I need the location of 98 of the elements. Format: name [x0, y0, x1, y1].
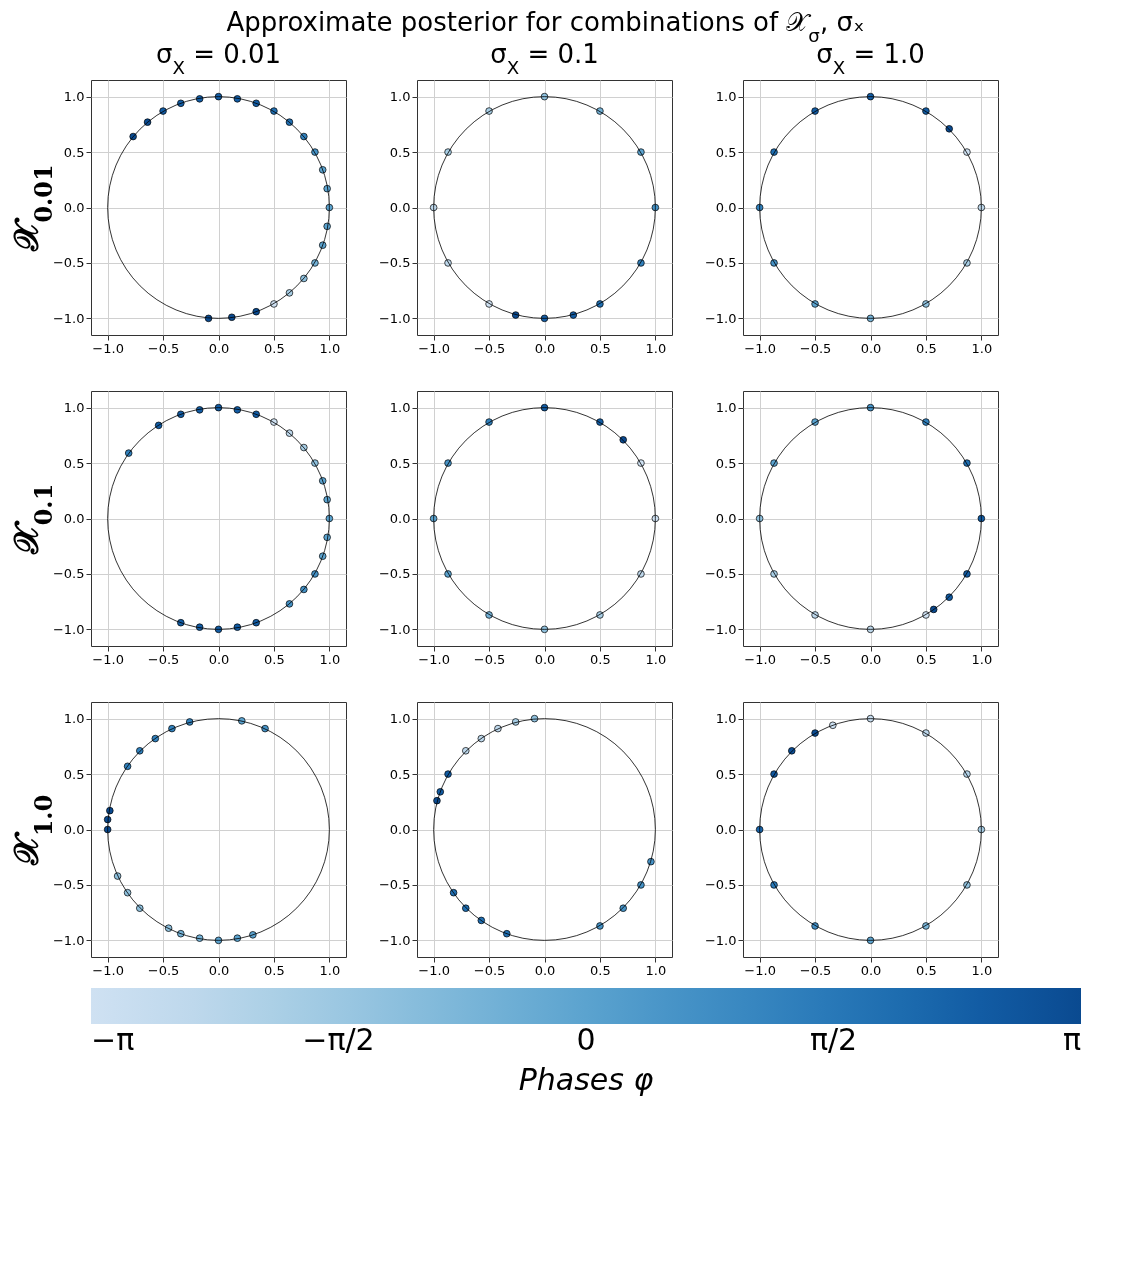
x-tick-label: 1.0 [319, 962, 341, 978]
x-tick-label: 0.0 [534, 962, 556, 978]
x-tick-label: 0.5 [264, 340, 285, 356]
x-tick-label: 0.0 [534, 651, 556, 667]
y-tick-label: −1.0 [52, 310, 85, 326]
color-bar-label: 0 [576, 1022, 596, 1057]
y-tick-label: −0.5 [704, 566, 737, 582]
y-tick-label: −1.0 [52, 932, 85, 948]
x-tick-label: 0.0 [860, 340, 882, 356]
y-tick-label: 0.0 [715, 822, 737, 837]
y-tick-label: 0.0 [389, 822, 411, 837]
x-tick-label: −1.0 [744, 651, 776, 667]
color-bar-label: −π/2 [302, 1022, 375, 1057]
y-tick-label: 0.5 [715, 766, 737, 782]
x-tick-label: −0.5 [799, 651, 832, 667]
color-bar-title: Phases φ [518, 1062, 654, 1097]
y-tick-label: 1.0 [715, 89, 737, 105]
y-tick-label: −1.0 [378, 621, 411, 637]
y-tick-label: −0.5 [52, 566, 85, 582]
x-tick-label: −0.5 [147, 651, 180, 667]
y-tick-label: 0.0 [63, 511, 85, 526]
x-tick-label: −1.0 [92, 962, 124, 978]
x-tick-label: 0.0 [208, 962, 230, 978]
x-tick-label: 0.5 [916, 651, 937, 667]
y-tick-label: −0.5 [378, 566, 411, 582]
y-tick-label: 1.0 [389, 89, 411, 105]
x-tick-label: −1.0 [92, 340, 124, 356]
y-tick-label: −0.5 [378, 255, 411, 271]
y-tick-label: 1.0 [63, 89, 85, 105]
y-tick-label: 0.0 [715, 200, 737, 215]
x-tick-label: 0.0 [208, 651, 230, 667]
x-tick-label: 0.5 [590, 340, 611, 356]
x-tick-label: 1.0 [971, 962, 993, 978]
y-tick-label: −1.0 [378, 932, 411, 948]
y-tick-label: 0.5 [63, 455, 85, 471]
y-tick-label: 0.0 [389, 511, 411, 526]
y-tick-label: 1.0 [715, 400, 737, 416]
y-tick-label: 0.0 [715, 511, 737, 526]
y-tick-label: 0.5 [715, 144, 737, 160]
y-tick-label: 0.5 [63, 766, 85, 782]
y-tick-label: 1.0 [715, 711, 737, 727]
y-tick-label: 0.5 [389, 144, 411, 160]
y-tick-label: 0.5 [389, 766, 411, 782]
y-tick-label: −1.0 [704, 310, 737, 326]
y-tick-label: 1.0 [389, 400, 411, 416]
x-tick-label: −0.5 [473, 340, 506, 356]
x-tick-label: 0.5 [264, 962, 285, 978]
x-tick-label: 0.0 [860, 962, 882, 978]
y-tick-label: −0.5 [52, 255, 85, 271]
x-tick-label: 0.5 [590, 962, 611, 978]
chart-title: σ$_{X}$ = 0.01 [155, 39, 282, 78]
y-tick-label: −0.5 [378, 877, 411, 893]
x-tick-label: 1.0 [971, 340, 993, 356]
x-tick-label: −0.5 [473, 651, 506, 667]
y-tick-label: −1.0 [52, 621, 85, 637]
x-tick-label: −0.5 [147, 340, 180, 356]
y-tick-label: −1.0 [704, 932, 737, 948]
x-tick-label: 1.0 [319, 340, 341, 356]
x-tick-label: 0.0 [208, 340, 230, 356]
color-bar-label: π [1062, 1022, 1081, 1057]
y-tick-label: −0.5 [704, 255, 737, 271]
x-tick-label: −0.5 [473, 962, 506, 978]
x-tick-label: 1.0 [971, 651, 993, 667]
y-tick-label: −1.0 [704, 621, 737, 637]
y-tick-label: 0.0 [389, 200, 411, 215]
x-tick-label: −0.5 [799, 340, 832, 356]
y-tick-label: 0.5 [389, 455, 411, 471]
x-tick-label: 0.5 [916, 962, 937, 978]
x-tick-label: 1.0 [645, 340, 667, 356]
x-tick-label: −1.0 [418, 340, 450, 356]
x-tick-label: 0.5 [590, 651, 611, 667]
color-bar-label: π/2 [809, 1022, 858, 1057]
y-tick-label: 0.5 [715, 455, 737, 471]
x-tick-label: −1.0 [744, 340, 776, 356]
y-tick-label: 0.5 [63, 144, 85, 160]
x-tick-label: 0.0 [534, 340, 556, 356]
x-tick-label: 0.0 [860, 651, 882, 667]
x-tick-label: −1.0 [92, 651, 124, 667]
x-tick-label: 1.0 [319, 651, 341, 667]
color-bar-label: −π [91, 1022, 135, 1057]
x-tick-label: −0.5 [799, 962, 832, 978]
y-tick-label: −1.0 [378, 310, 411, 326]
y-tick-label: 1.0 [389, 711, 411, 727]
x-tick-label: −1.0 [418, 651, 450, 667]
x-tick-label: 0.5 [264, 651, 285, 667]
x-tick-label: 1.0 [645, 962, 667, 978]
x-tick-label: −1.0 [418, 962, 450, 978]
y-tick-label: 0.0 [63, 822, 85, 837]
x-tick-label: 1.0 [645, 651, 667, 667]
y-tick-label: 1.0 [63, 400, 85, 416]
y-tick-label: −0.5 [52, 877, 85, 893]
x-tick-label: −0.5 [147, 962, 180, 978]
y-tick-label: 0.0 [63, 200, 85, 215]
x-tick-label: 0.5 [916, 340, 937, 356]
x-tick-label: −1.0 [744, 962, 776, 978]
y-tick-label: 1.0 [63, 711, 85, 727]
y-tick-label: −0.5 [704, 877, 737, 893]
chart-title: σ$_{X}$ = 0.1 [490, 39, 599, 78]
